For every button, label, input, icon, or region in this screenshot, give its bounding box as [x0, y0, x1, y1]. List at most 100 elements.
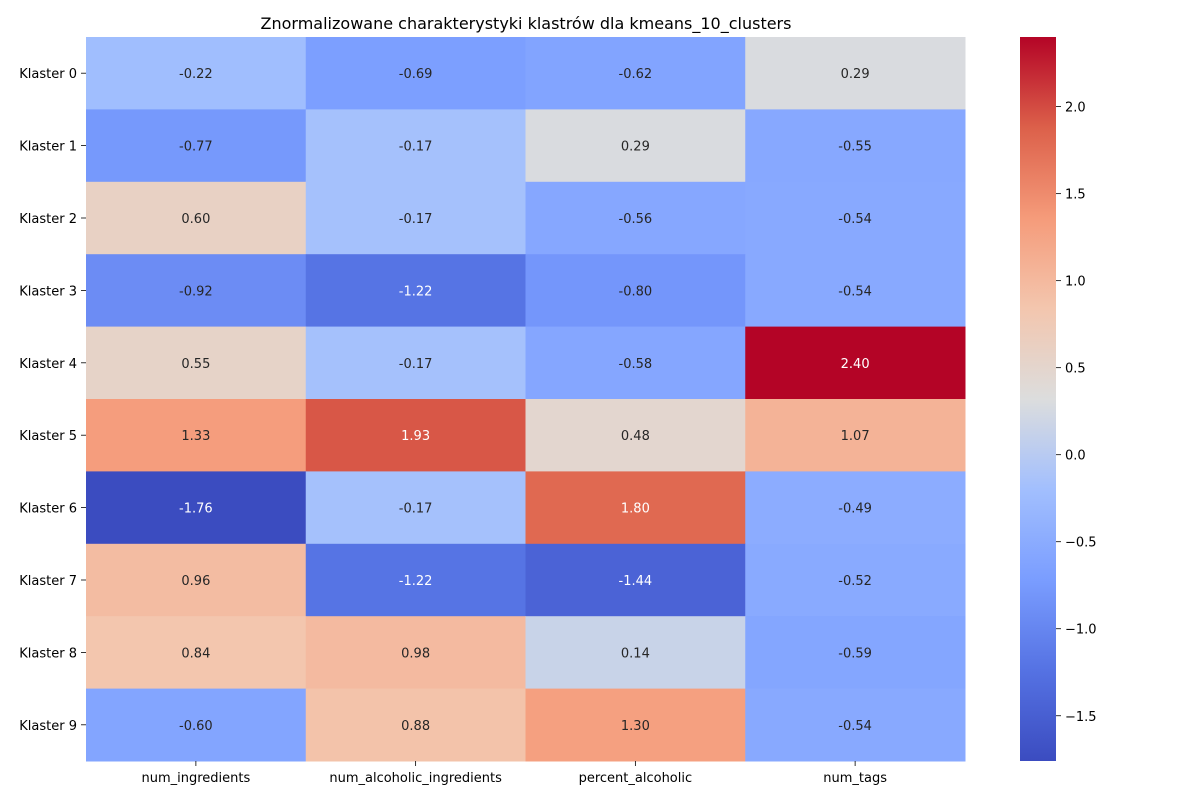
heatmap-cell-r2-c2 [525, 181, 746, 255]
heatmap-cell-r7-c0 [86, 543, 307, 617]
y-tick-label-9: Klaster 9 [19, 719, 77, 734]
cell-value-label-r1-c2: 0.29 [621, 140, 650, 155]
y-tick-label-7: Klaster 7 [19, 574, 77, 589]
heatmap-cell-r7-c2 [525, 543, 746, 617]
x-tick-label-1: num_alcoholic_ingredients [329, 771, 502, 786]
cell-value-label-r5-c2: 0.48 [621, 429, 650, 444]
heatmap-cell-r9-c3 [745, 688, 966, 762]
cell-value-label-r9-c2: 1.30 [621, 719, 650, 734]
cell-value-label-r5-c3: 1.07 [841, 429, 870, 444]
colorbar-tick-label-5: 1.0 [1065, 275, 1086, 290]
cell-value-label-r7-c1: -1.22 [399, 574, 433, 589]
cell-value-label-r2-c0: 0.60 [181, 212, 210, 227]
heatmap-cell-r0-c1 [305, 37, 526, 110]
cell-value-label-r0-c0: -0.22 [179, 67, 213, 82]
cell-value-label-r3-c0: -0.92 [179, 284, 213, 299]
cell-value-label-r8-c1: 0.98 [401, 646, 430, 661]
colorbar-tick-label-4: 0.5 [1065, 362, 1086, 377]
cell-value-label-r3-c1: -1.22 [399, 284, 433, 299]
cell-value-label-r5-c1: 1.93 [401, 429, 430, 444]
heatmap-cell-r5-c1 [305, 399, 526, 472]
heatmap-cell-r6-c0 [86, 471, 307, 545]
colorbar-tick-label-1: −1.0 [1065, 623, 1097, 638]
heatmap-cell-r7-c1 [305, 543, 526, 617]
heatmap-cell-r6-c1 [305, 471, 526, 545]
heatmap-cell-r4-c1 [305, 326, 526, 400]
heatmap-cell-r3-c0 [86, 254, 307, 328]
cell-value-label-r7-c2: -1.44 [619, 574, 653, 589]
y-tick-label-4: Klaster 4 [19, 357, 77, 372]
cell-value-label-r6-c2: 1.80 [621, 502, 650, 517]
y-tick-label-2: Klaster 2 [19, 212, 77, 227]
heatmap-cell-r3-c1 [305, 254, 526, 328]
heatmap-cell-r5-c3 [745, 399, 966, 472]
x-tick-label-3: num_tags [823, 771, 887, 786]
heatmap-cell-r2-c0 [86, 181, 307, 255]
heatmap-cell-r8-c3 [745, 616, 966, 690]
heatmap-cells [86, 37, 966, 762]
cell-value-label-r1-c3: -0.55 [838, 140, 872, 155]
y-tick-label-3: Klaster 3 [19, 284, 77, 299]
colorbar-gradient [1020, 37, 1056, 761]
heatmap-cell-r0-c0 [86, 37, 307, 110]
heatmap-cell-r8-c0 [86, 616, 307, 690]
cell-value-label-r9-c3: -0.54 [838, 719, 872, 734]
colorbar: −1.5 −1.0 −0.5 0.0 0.5 1.0 1.5 2.0 [1020, 37, 1097, 761]
x-tick-label-2: percent_alcoholic [579, 771, 693, 786]
heatmap-cell-r6-c3 [745, 471, 966, 545]
heatmap-cell-r3-c2 [525, 254, 746, 328]
cell-value-label-r6-c3: -0.49 [838, 502, 872, 517]
heatmap-cell-r9-c1 [305, 688, 526, 762]
cell-value-label-r3-c3: -0.54 [838, 284, 872, 299]
colorbar-tick-label-7: 2.0 [1065, 101, 1086, 116]
colorbar-tick-label-6: 1.5 [1065, 188, 1086, 203]
cell-value-label-r4-c3: 2.40 [841, 357, 870, 372]
cell-value-label-r6-c1: -0.17 [399, 502, 433, 517]
cell-value-label-r8-c0: 0.84 [181, 646, 210, 661]
y-tick-label-1: Klaster 1 [19, 140, 77, 155]
y-tick-label-0: Klaster 0 [19, 67, 77, 82]
x-tick-label-0: num_ingredients [141, 771, 250, 786]
y-tick-label-5: Klaster 5 [19, 429, 77, 444]
heatmap-cell-r6-c2 [525, 471, 746, 545]
cell-value-label-r0-c2: -0.62 [619, 67, 653, 82]
cell-value-label-r8-c3: -0.59 [838, 646, 872, 661]
cell-value-label-r3-c2: -0.80 [619, 284, 653, 299]
heatmap-cell-r5-c2 [525, 399, 746, 472]
cell-value-label-r2-c2: -0.56 [619, 212, 653, 227]
heatmap-cell-r0-c3 [745, 37, 966, 110]
cell-value-label-r4-c1: -0.17 [399, 357, 433, 372]
y-axis: Klaster 0 Klaster 1 Klaster 2 Klaster 3 Klas… [19, 67, 86, 734]
y-tick-label-8: Klaster 8 [19, 646, 77, 661]
heatmap-cell-r4-c3 [745, 326, 966, 400]
colorbar-tick-label-2: −0.5 [1065, 536, 1097, 551]
cell-value-label-r1-c0: -0.77 [179, 140, 213, 155]
heatmap-cell-r1-c1 [305, 109, 526, 183]
colorbar-tick-label-3: 0.0 [1065, 449, 1086, 464]
heatmap-cell-r9-c0 [86, 688, 307, 762]
colorbar-tick-label-0: −1.5 [1065, 710, 1097, 725]
heatmap-cell-r1-c0 [86, 109, 307, 183]
heatmap-cell-r4-c2 [525, 326, 746, 400]
cell-value-label-r9-c1: 0.88 [401, 719, 430, 734]
y-tick-label-6: Klaster 6 [19, 502, 77, 517]
cell-value-label-r5-c0: 1.33 [181, 429, 210, 444]
cell-value-label-r2-c3: -0.54 [838, 212, 872, 227]
heatmap-cell-r4-c0 [86, 326, 307, 400]
cell-value-label-r8-c2: 0.14 [621, 646, 650, 661]
heatmap-cell-r1-c3 [745, 109, 966, 183]
heatmap-cell-r2-c3 [745, 181, 966, 255]
heatmap-cell-r8-c1 [305, 616, 526, 690]
heatmap-cell-r9-c2 [525, 688, 746, 762]
heatmap-cell-r7-c3 [745, 543, 966, 617]
cell-value-label-r7-c3: -0.52 [838, 574, 872, 589]
heatmap-cell-r8-c2 [525, 616, 746, 690]
heatmap-cell-r3-c3 [745, 254, 966, 328]
heatmap-cell-r5-c0 [86, 399, 307, 472]
cell-value-label-r0-c3: 0.29 [841, 67, 870, 82]
chart-title: Znormalizowane charakterystyki klastrów … [261, 14, 792, 34]
cell-value-label-r4-c2: -0.58 [619, 357, 653, 372]
cell-annotations: -0.22 -0.69 -0.62 0.29 -0.77 -0.17 0.29 -0.55 0.… [179, 67, 872, 734]
